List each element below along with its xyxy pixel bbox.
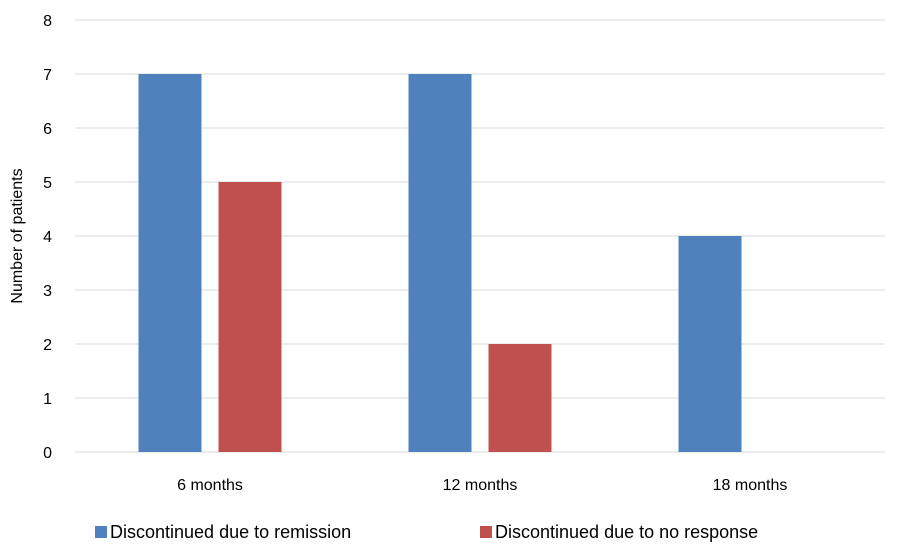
y-tick-label: 3: [43, 283, 52, 300]
legend: Discontinued due to remission Discontinue…: [95, 522, 758, 542]
y-tick-label: 5: [43, 175, 52, 192]
x-category-label: 18 months: [713, 477, 788, 494]
y-axis-ticks: 0 1 2 3 4 5 6 7 8: [43, 13, 52, 462]
legend-swatch: [95, 526, 107, 538]
y-tick-label: 6: [43, 121, 52, 138]
bar-remission-1: [408, 74, 472, 452]
legend-label: Discontinued due to no response: [495, 522, 758, 542]
legend-label: Discontinued due to remission: [110, 522, 351, 542]
y-tick-label: 0: [43, 445, 52, 462]
x-axis-categories: 6 months 12 months 18 months: [177, 477, 787, 494]
y-tick-label: 7: [43, 67, 52, 84]
legend-item-remission: Discontinued due to remission: [95, 522, 351, 542]
y-axis-title: Number of patients: [9, 168, 26, 303]
bar-no-response-0: [218, 182, 282, 452]
x-category-label: 12 months: [443, 477, 518, 494]
gridlines: [75, 19, 885, 453]
bar-remission-0: [138, 74, 202, 452]
legend-swatch: [480, 526, 492, 538]
y-tick-label: 4: [43, 229, 52, 246]
bar-no-response-1: [488, 344, 552, 452]
y-tick-label: 1: [43, 391, 52, 408]
x-category-label: 6 months: [177, 477, 243, 494]
bar-remission-2: [678, 236, 742, 452]
legend-item-no-response: Discontinued due to no response: [480, 522, 758, 542]
y-tick-label: 2: [43, 337, 52, 354]
y-tick-label: 8: [43, 13, 52, 30]
bars: [138, 74, 742, 452]
